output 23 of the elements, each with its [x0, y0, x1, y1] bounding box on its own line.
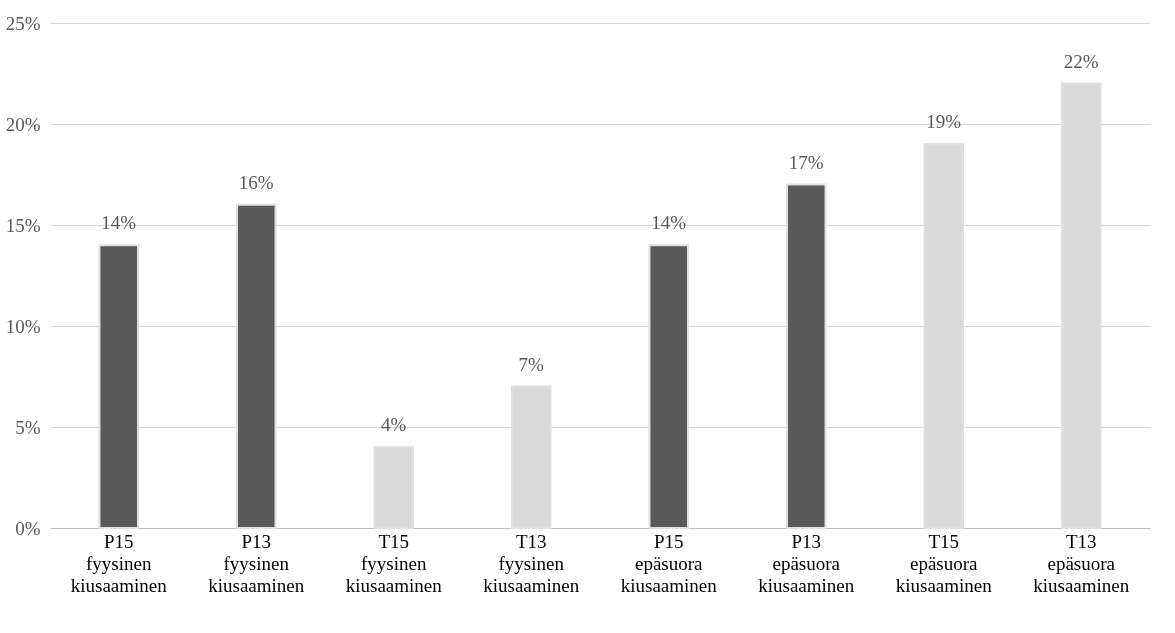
data-label: 14%	[101, 212, 137, 234]
x-tick-label: P13 epäsuora kiusaaminen	[758, 530, 855, 596]
x-tick-label: T15 epäsuora kiusaaminen	[895, 530, 993, 596]
y-tick-label: 15%	[5, 214, 41, 236]
x-tick-label: T15 fyysinen kiusaaminen	[345, 530, 443, 596]
y-tick-label: 20%	[5, 113, 41, 135]
y-tick-label: 25%	[5, 12, 41, 34]
y-tick-label: 10%	[5, 315, 41, 337]
y-tick-label: 0%	[15, 517, 41, 539]
data-label: 22%	[1063, 50, 1099, 72]
data-label: 16%	[238, 171, 274, 193]
y-tick-label: 5%	[15, 416, 41, 438]
x-tick-label: P13 fyysinen kiusaaminen	[208, 530, 305, 596]
x-tick-label: T13 epäsuora kiusaaminen	[1033, 530, 1130, 596]
data-label: 17%	[788, 151, 824, 173]
x-tick-label: P15 epäsuora kiusaaminen	[620, 530, 718, 596]
data-label: 4%	[381, 414, 407, 436]
bar	[373, 446, 414, 529]
x-tick-label: P15 fyysinen kiusaaminen	[70, 530, 168, 596]
x-tick-label: T13 fyysinen kiusaaminen	[483, 530, 580, 596]
data-label: 7%	[518, 353, 545, 375]
data-label: 19%	[926, 111, 962, 133]
data-label: 14%	[651, 212, 687, 234]
